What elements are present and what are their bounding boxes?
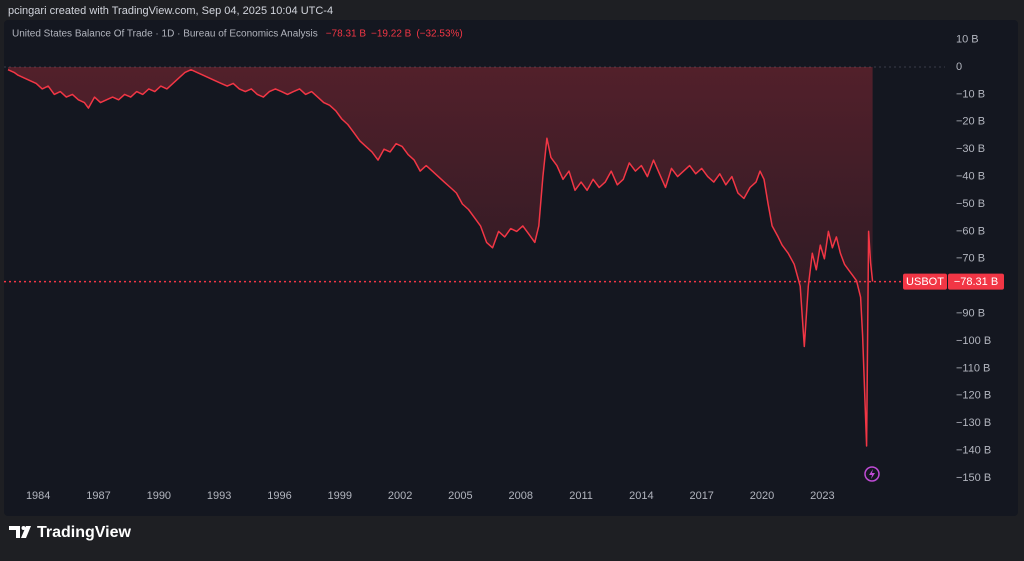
x-tick-label: 2017	[689, 490, 713, 502]
x-tick-label: 1999	[328, 490, 352, 502]
y-tick-label: −100 B	[956, 335, 991, 347]
x-tick-label: 1984	[26, 490, 50, 502]
event-icon[interactable]	[864, 466, 880, 482]
legend-change-percent: (−32.53%)	[416, 29, 462, 40]
chart-title: United States Balance Of Trade · 1D · Bu…	[12, 29, 318, 40]
plot-area	[4, 66, 945, 447]
price-tag	[948, 273, 1004, 290]
y-tick-label: −130 B	[956, 417, 991, 429]
x-tick-label: 1996	[267, 490, 291, 502]
event-icon-bolt	[869, 469, 875, 479]
x-tick-label: 1993	[207, 490, 231, 502]
y-tick-label: −30 B	[956, 143, 985, 155]
x-tick-label: 1987	[86, 490, 110, 502]
y-tick-label: −40 B	[956, 170, 985, 182]
y-tick-label: −90 B	[956, 308, 985, 320]
symbol-tag	[903, 273, 947, 290]
price-tag-label: −78.31 B	[954, 276, 998, 288]
legend-value: −78.31 B	[326, 29, 367, 40]
y-tick-label: −60 B	[956, 225, 985, 237]
y-tick-label: 10 B	[956, 33, 979, 45]
y-tick-label: −70 B	[956, 253, 985, 265]
header: pcingari created with TradingView.com, S…	[8, 5, 333, 17]
y-tick-label: −150 B	[956, 472, 991, 484]
y-tick-label: −140 B	[956, 445, 991, 457]
x-tick-label: 2020	[750, 490, 774, 502]
logo: TradingView	[9, 524, 132, 541]
symbol-tag-label: USBOT	[906, 276, 944, 288]
brand: TradingView	[37, 524, 132, 541]
area-fill	[8, 66, 873, 446]
x-tick-label: 1990	[147, 490, 171, 502]
y-tick-label: −120 B	[956, 390, 991, 402]
event-icon-circle	[864, 466, 880, 482]
x-tick-label: 2023	[810, 490, 834, 502]
x-tick-label: 2005	[448, 490, 472, 502]
logo-mark	[21, 526, 31, 538]
logo-mark	[9, 526, 20, 538]
y-tick-label: −20 B	[956, 116, 985, 128]
y-tick-label: −10 B	[956, 88, 985, 100]
series-line	[7, 68, 874, 447]
x-tick-label: 2008	[509, 490, 533, 502]
y-tick-label: −50 B	[956, 198, 985, 210]
logo-dot	[21, 526, 26, 530]
y-tick-label: −110 B	[956, 362, 990, 374]
x-tick-label: 2002	[388, 490, 412, 502]
x-tick-label: 2011	[569, 490, 593, 502]
x-tick-label: 2014	[629, 490, 653, 502]
legend-change: −19.22 B	[371, 29, 412, 40]
y-tick-label: 0	[956, 61, 962, 73]
